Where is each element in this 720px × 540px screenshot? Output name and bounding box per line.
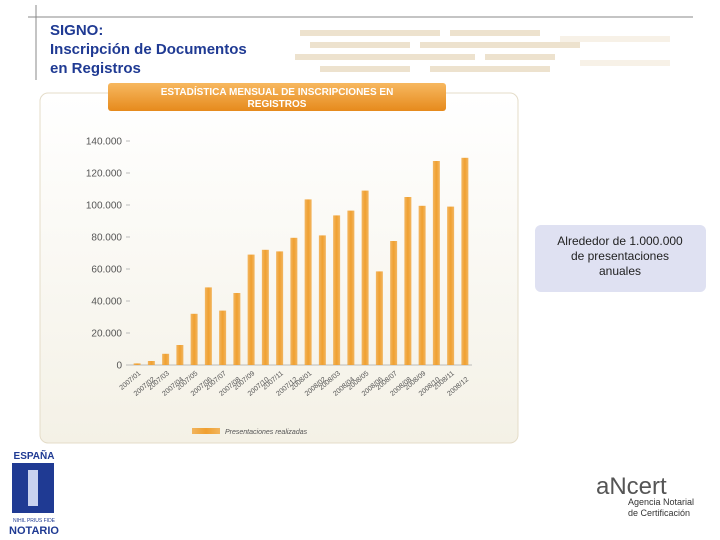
- y-tick-label: 140.000: [86, 137, 123, 148]
- bar: [333, 215, 341, 365]
- bar: [147, 361, 155, 365]
- logo-text: NOTARIO: [9, 525, 59, 537]
- bar: [247, 254, 255, 365]
- note-box: [535, 225, 706, 292]
- bar: [133, 363, 141, 365]
- bar: [404, 197, 412, 365]
- decor-stripes: [295, 30, 670, 72]
- logo-text: NIHIL PRIUS FIDE: [13, 518, 56, 524]
- y-tick-label: 80.000: [91, 233, 122, 244]
- note-text: de presentaciones: [571, 249, 669, 263]
- bar: [219, 310, 227, 365]
- y-tick-label: 0: [116, 361, 122, 372]
- y-tick-label: 120.000: [86, 169, 123, 180]
- legend-swatch: [192, 428, 220, 434]
- chart-header: [108, 83, 446, 111]
- legend-label: Presentaciones realizadas: [225, 429, 308, 436]
- slide-title: SIGNO:: [50, 22, 103, 39]
- bar: [347, 210, 355, 365]
- chart-title: REGISTROS: [248, 99, 307, 110]
- bar: [290, 237, 298, 365]
- slide-title: Inscripción de Documentos: [50, 41, 247, 58]
- bar: [390, 241, 398, 365]
- bar: [318, 235, 326, 365]
- chart-title: ESTADÍSTICA MENSUAL DE INSCRIPCIONES EN: [161, 85, 394, 98]
- logo-shield: [28, 470, 38, 506]
- note-text: Alrededor de 1.000.000: [557, 234, 683, 248]
- bar: [432, 161, 440, 365]
- bar: [361, 190, 369, 365]
- left-logo: ESPAÑA NIHIL PRIUS FIDE NOTARIO: [9, 449, 59, 537]
- bar: [418, 205, 426, 365]
- bar: [190, 313, 198, 365]
- logo-name: aNcert: [596, 473, 667, 500]
- right-logo: aNcert Agencia Notarial de Certificación: [596, 473, 694, 518]
- bar: [204, 287, 212, 365]
- y-tick-label: 40.000: [91, 297, 122, 308]
- logo-text: Agencia Notarial: [628, 497, 694, 507]
- logo-text: ESPAÑA: [14, 449, 55, 462]
- y-tick-label: 20.000: [91, 329, 122, 340]
- bar: [375, 271, 383, 365]
- bar: [233, 293, 241, 365]
- bar: [162, 353, 170, 365]
- slide-title: en Registros: [50, 60, 141, 77]
- y-tick-label: 60.000: [91, 265, 122, 276]
- y-tick-label: 100.000: [86, 201, 123, 212]
- note-text: anuales: [599, 264, 641, 278]
- bar: [176, 345, 184, 365]
- logo-text: de Certificación: [628, 508, 690, 518]
- bar: [447, 206, 455, 365]
- bar: [276, 251, 284, 365]
- bar: [461, 157, 469, 365]
- bar: [261, 249, 269, 365]
- bar: [304, 199, 312, 365]
